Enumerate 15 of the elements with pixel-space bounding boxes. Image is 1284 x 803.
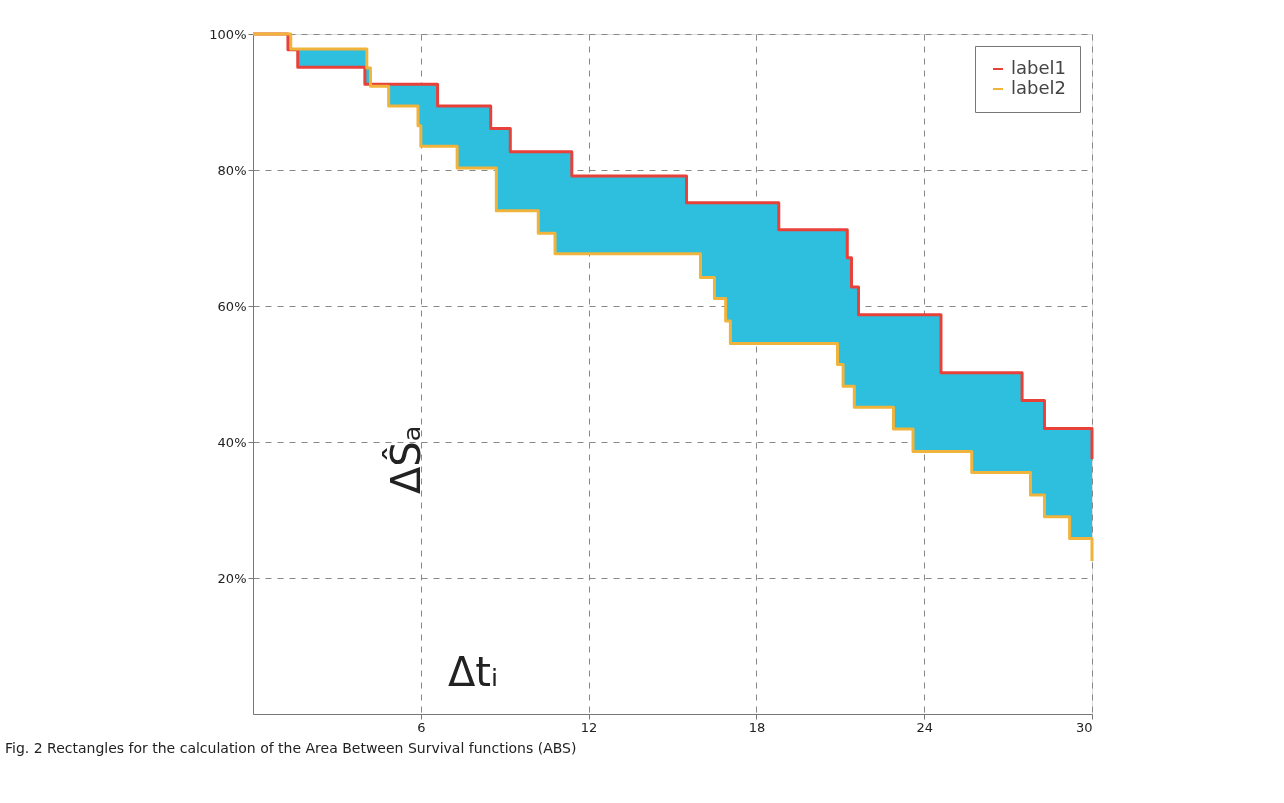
y-tick-label: 80%	[217, 162, 247, 178]
legend-label: label2	[1011, 77, 1066, 98]
y-tick-label: 100%	[209, 26, 247, 42]
caption: Fig. 2 Rectangles for the calculation of the Area Between Survival functions (ABS)	[5, 740, 577, 756]
legend-label: label1	[1011, 57, 1066, 78]
x-tick-label: 12	[580, 719, 598, 735]
annotation: Δtᵢ	[448, 649, 499, 695]
x-tick-label: 24	[916, 719, 933, 735]
annotation: ΔŜₐ	[382, 425, 429, 494]
y-tick-label: 60%	[217, 298, 247, 314]
x-tick-label: 6	[417, 719, 426, 735]
y-tick-label: 20%	[217, 570, 247, 586]
x-tick-label: 30	[1075, 719, 1093, 735]
y-tick-label: 40%	[217, 434, 247, 450]
x-tick-label: 18	[748, 719, 766, 735]
